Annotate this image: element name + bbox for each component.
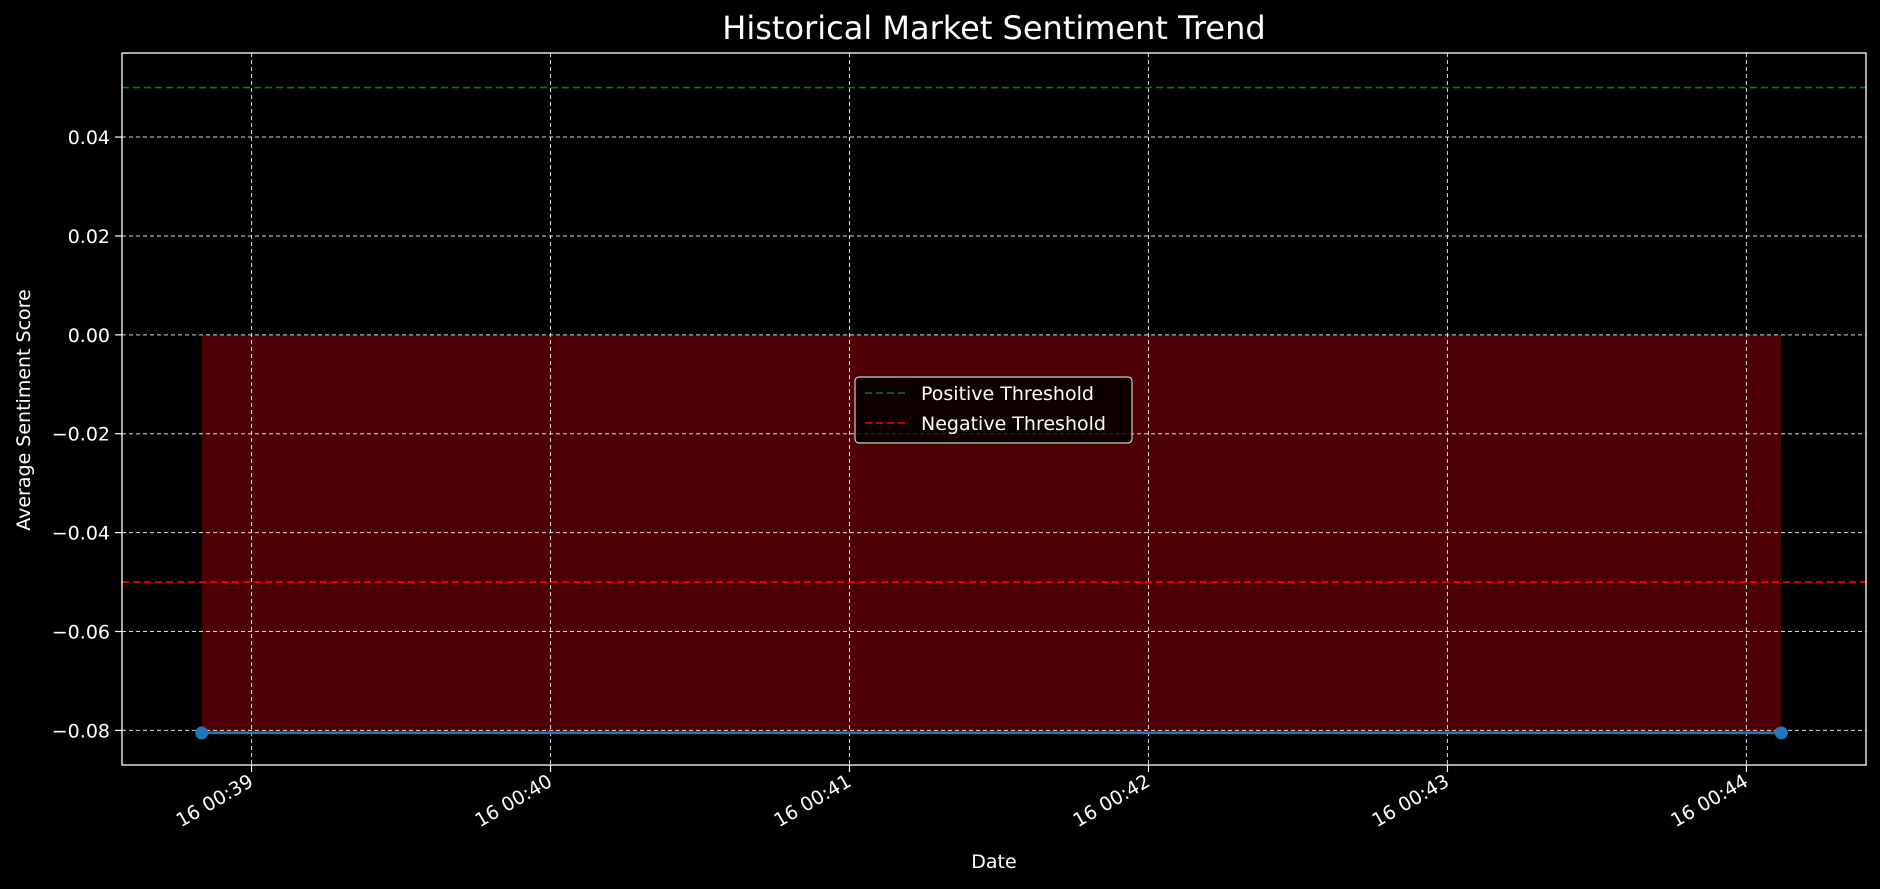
legend-box (854, 376, 1133, 444)
y-tick-label: 0.02 (68, 226, 110, 248)
y-tick-label: −0.04 (52, 523, 110, 545)
chart-title: Historical Market Sentiment Trend (722, 9, 1265, 47)
x-axis-label: Date (971, 851, 1016, 873)
sentiment-data-point (195, 726, 209, 740)
y-tick-label: −0.02 (52, 424, 110, 446)
axes-frame (121, 52, 1867, 766)
y-axis-label: Average Sentiment Score (13, 289, 35, 531)
legend-negative-label: Negative Threshold (921, 413, 1106, 435)
y-tick-label: −0.08 (52, 720, 110, 742)
sentiment-data-point (1774, 726, 1788, 740)
plot-area: 16 00:39 16 00:40 16 00:41 16 00:42 16 00:43… (52, 52, 1867, 832)
legend-positive-label: Positive Threshold (921, 383, 1094, 405)
y-tick-label: 0.00 (68, 325, 110, 347)
y-tick-label: −0.06 (52, 622, 110, 644)
y-tick-label: 0.04 (68, 127, 110, 149)
